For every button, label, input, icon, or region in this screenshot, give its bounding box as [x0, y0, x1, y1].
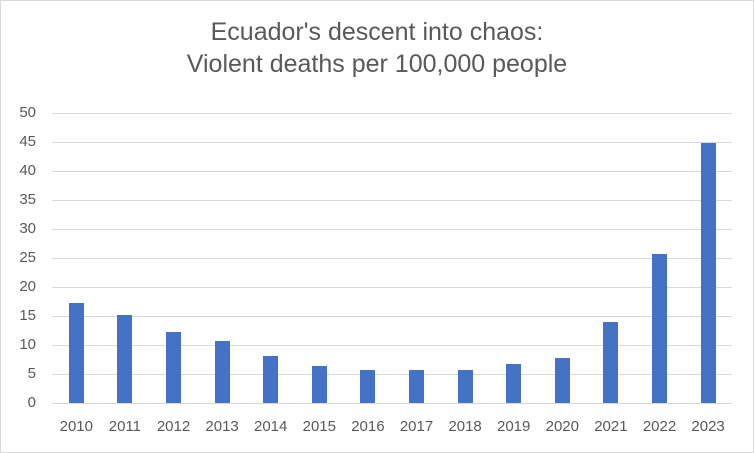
bar-2014 [263, 356, 279, 403]
x-tick-label: 2016 [351, 418, 385, 435]
bar-2021 [603, 321, 619, 403]
y-tick-label: 35 [19, 191, 36, 208]
y-tick-label: 5 [27, 365, 36, 382]
chart-title-line-2: Violent deaths per 100,000 people [186, 50, 568, 78]
gridline [52, 403, 732, 404]
bar-2015 [311, 365, 327, 403]
y-tick-label: 10 [19, 336, 36, 353]
bar-2023 [700, 143, 716, 403]
bar-2019 [506, 363, 522, 403]
bar-2018 [457, 369, 473, 403]
gridline [52, 229, 732, 230]
gridline [52, 345, 732, 346]
bar-2013 [214, 340, 230, 403]
gridline [52, 171, 732, 172]
x-tick-label: 2015 [302, 418, 336, 435]
gridline [52, 287, 732, 288]
y-tick-label: 25 [19, 249, 36, 266]
gridline [52, 113, 732, 114]
x-tick-label: 2023 [691, 418, 725, 435]
x-tick-label: 2018 [448, 418, 482, 435]
gridline [52, 374, 732, 375]
gridline [52, 200, 732, 201]
y-tick-label: 20 [19, 278, 36, 295]
bar-2016 [360, 369, 376, 403]
bar-2011 [117, 314, 133, 403]
y-tick-label: 15 [19, 307, 36, 324]
y-tick-label: 30 [19, 220, 36, 237]
x-tick-label: 2010 [59, 418, 93, 435]
bar-2022 [652, 253, 667, 403]
x-tick-label: 2013 [205, 418, 239, 435]
gridline [52, 316, 732, 317]
bar-2017 [409, 369, 424, 403]
y-tick-label: 40 [19, 162, 36, 179]
chart-title: Ecuador's descent into chaos: Violent de… [0, 16, 754, 80]
y-tick-label: 50 [19, 104, 36, 121]
x-tick-label: 2017 [399, 418, 434, 435]
y-tick-label: 0 [27, 394, 36, 411]
x-tick-label: 2019 [497, 418, 531, 435]
chart-title-line-1: Ecuador's descent into chaos: [210, 18, 544, 46]
x-tick-label: 2012 [156, 418, 191, 435]
bar-2010 [68, 302, 84, 403]
bar-2020 [554, 358, 570, 403]
x-tick-label: 2022 [642, 418, 677, 435]
x-tick-label: 2020 [545, 418, 579, 435]
x-tick-label: 2011 [108, 418, 142, 435]
gridline [52, 142, 732, 143]
bar-2012 [166, 331, 181, 403]
gridline [52, 258, 732, 259]
x-tick-label: 2021 [594, 418, 628, 435]
x-tick-label: 2014 [254, 418, 288, 435]
y-tick-label: 45 [19, 133, 36, 150]
